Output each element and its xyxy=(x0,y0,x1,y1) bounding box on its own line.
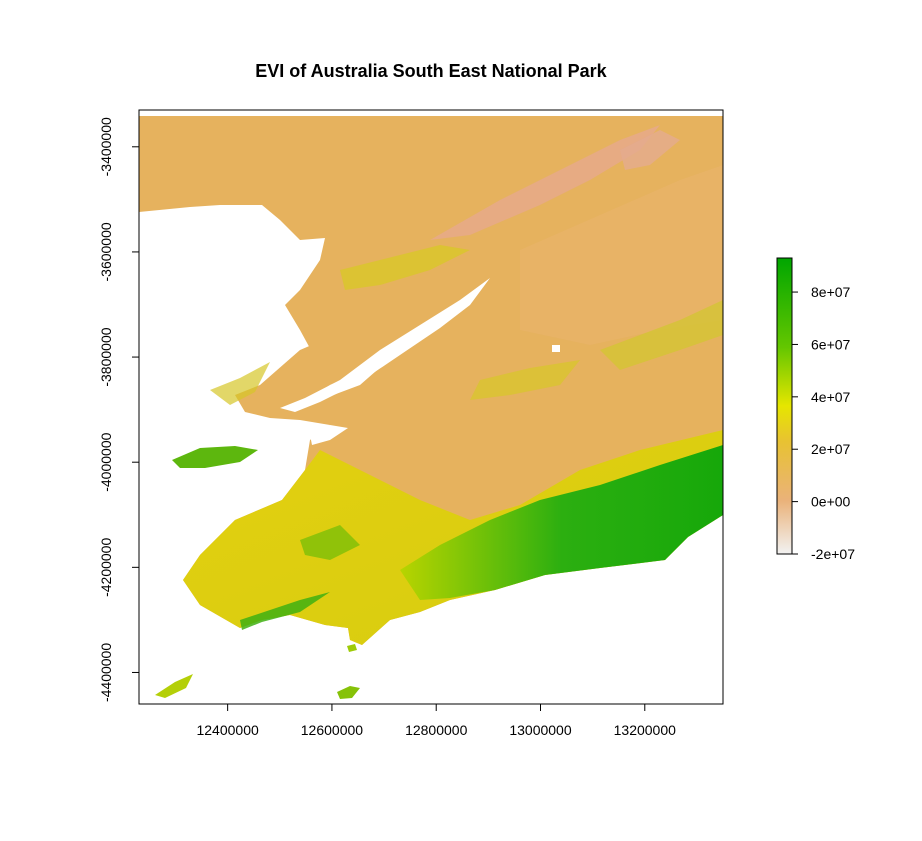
legend-ticks: -2e+07 0e+00 2e+07 4e+07 6e+07 8e+07 xyxy=(792,284,855,562)
y-tick-label: -4200000 xyxy=(98,538,114,597)
plot-frame xyxy=(138,109,724,705)
x-tick-label: 12400000 xyxy=(196,722,259,738)
yellow-streak xyxy=(340,245,470,290)
x-tick-label: 13000000 xyxy=(509,722,572,738)
mid-evi-region xyxy=(520,165,723,345)
y-axis: -3400000 -3600000 -3800000 -4000000 -4200000… xyxy=(98,117,139,702)
island xyxy=(347,644,357,652)
yellow-streak xyxy=(470,360,580,400)
y-tick-label: -3600000 xyxy=(98,222,114,281)
y-tick-label: -4400000 xyxy=(98,643,114,702)
y-tick-label: -4000000 xyxy=(98,432,114,491)
legend-tick-label: 6e+07 xyxy=(811,336,851,352)
color-legend: -2e+07 0e+00 2e+07 4e+07 6e+07 8e+07 xyxy=(776,257,855,562)
x-axis: 12400000 12600000 12800000 13000000 13200000 xyxy=(196,704,676,738)
evi-raster-map xyxy=(139,116,723,699)
high-evi-forest xyxy=(300,525,360,560)
yellow-streak xyxy=(600,300,723,370)
island xyxy=(155,674,193,698)
legend-tick-label: 8e+07 xyxy=(811,284,851,300)
island xyxy=(172,446,258,468)
island xyxy=(337,686,360,699)
y-tick-label: -3800000 xyxy=(98,327,114,386)
water-body xyxy=(552,345,560,352)
low-evi-patch xyxy=(430,125,660,240)
chart-title: EVI of Australia South East National Par… xyxy=(255,61,607,81)
water-body xyxy=(310,425,348,445)
y-tick-label: -3400000 xyxy=(98,117,114,176)
high-evi-forest xyxy=(240,592,330,630)
low-evi-patch xyxy=(620,130,680,170)
x-tick-label: 12800000 xyxy=(405,722,468,738)
high-evi-forest xyxy=(400,445,723,600)
legend-tick-label: 0e+00 xyxy=(811,494,851,510)
coastal-yellow-belt xyxy=(183,430,723,645)
legend-tick-label: -2e+07 xyxy=(811,546,855,562)
x-tick-label: 13200000 xyxy=(614,722,677,738)
legend-tick-label: 4e+07 xyxy=(811,389,851,405)
legend-tick-label: 2e+07 xyxy=(811,441,851,457)
yellow-streak xyxy=(210,362,270,405)
legend-colorbar xyxy=(776,257,793,555)
x-tick-label: 12600000 xyxy=(301,722,364,738)
